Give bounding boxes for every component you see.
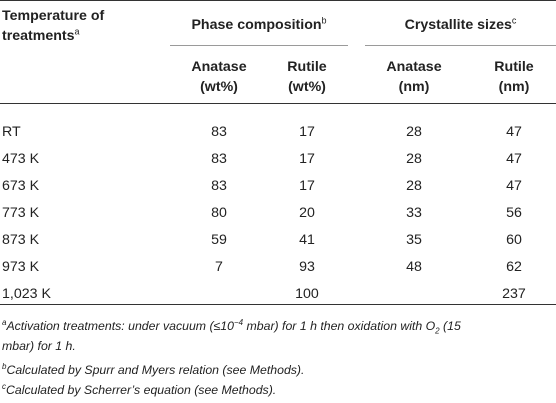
cell-rutile-wt: 20 (299, 205, 315, 221)
footnote-marker-a: a (74, 26, 80, 37)
cell-rutile-wt: 17 (299, 124, 315, 140)
footnote-c-text: Calculated by Scherrer’s equation (see M… (6, 383, 277, 397)
header-temperature-line1: Temperature of (2, 8, 105, 24)
row-temperature: 673 K (2, 178, 40, 194)
footnote-a-text2: mbar) for 1 h then oxidation with O (243, 319, 436, 333)
footnote-a: aActivation treatments: under vacuum (≤1… (2, 318, 461, 335)
header-anatase-nm-line1: Anatase (386, 59, 442, 75)
row-temperature: 1,023 K (2, 286, 51, 302)
header-phase-composition: Phase compositionb (170, 15, 348, 35)
header-anatase-nm-line2: (nm) (398, 79, 430, 95)
cell-anatase-nm: 28 (406, 151, 422, 167)
header-rutile-nm: Rutile (nm) (478, 57, 550, 97)
header-rutile-wt-line2: (wt%) (288, 79, 326, 95)
footnote-a-text3: (15 (439, 319, 461, 333)
cell-rutile-nm: 237 (502, 286, 526, 302)
size-group-rule (365, 45, 556, 46)
cell-anatase-wt: 83 (211, 178, 227, 194)
cell-anatase-nm: 28 (406, 124, 422, 140)
cell-rutile-nm: 62 (506, 259, 522, 275)
footnote-a-continued: mbar) for 1 h. (2, 339, 76, 353)
cell-anatase-wt: 83 (211, 151, 227, 167)
footnote-a-text1: Activation treatments: under vacuum (≤10 (6, 319, 234, 333)
cell-rutile-wt: 17 (299, 151, 315, 167)
cell-rutile-nm: 56 (506, 205, 522, 221)
cell-rutile-nm: 47 (506, 178, 522, 194)
footnote-a-mark: a (2, 317, 7, 327)
cell-anatase-wt: 80 (211, 205, 227, 221)
row-temperature: 473 K (2, 151, 40, 167)
header-bottom-rule (0, 103, 556, 104)
header-anatase-nm: Anatase (nm) (375, 57, 453, 97)
footnote-a-subscript: 2 (435, 326, 440, 336)
header-rutile-wt-line1: Rutile (287, 59, 327, 75)
row-temperature: RT (2, 124, 21, 140)
footnote-b: bCalculated by Spurr and Myers relation … (2, 362, 304, 379)
header-crystallite-sizes: Crystallite sizesc (365, 15, 556, 35)
cell-anatase-nm: 48 (406, 259, 422, 275)
table-top-rule (0, 0, 556, 1)
cell-anatase-wt: 59 (211, 232, 227, 248)
header-anatase-wt-line2: (wt%) (200, 79, 238, 95)
table-bottom-rule (0, 304, 556, 305)
cell-anatase-nm: 33 (406, 205, 422, 221)
footnote-marker-c: c (511, 15, 517, 26)
header-rutile-wt: Rutile (wt%) (271, 57, 343, 97)
cell-rutile-nm: 60 (506, 232, 522, 248)
row-temperature: 873 K (2, 232, 40, 248)
row-temperature: 973 K (2, 259, 40, 275)
cell-rutile-nm: 47 (506, 151, 522, 167)
footnote-marker-b: b (321, 15, 327, 26)
footnote-c: cCalculated by Scherrer’s equation (see … (2, 382, 276, 399)
header-temperature-line2: treatments (2, 28, 75, 44)
cell-rutile-nm: 47 (506, 124, 522, 140)
cell-anatase-nm: 35 (406, 232, 422, 248)
header-anatase-wt: Anatase (wt%) (180, 57, 258, 97)
cell-rutile-wt: 93 (299, 259, 315, 275)
cell-rutile-wt: 41 (299, 232, 315, 248)
header-temperature: Temperature of treatmentsa (2, 6, 104, 46)
footnote-b-text: Calculated by Spurr and Myers relation (… (6, 363, 305, 377)
cell-anatase-nm: 28 (406, 178, 422, 194)
header-phase-composition-text: Phase composition (191, 17, 322, 33)
footnote-c-mark: c (2, 381, 6, 391)
cell-anatase-wt: 7 (215, 259, 223, 275)
footnote-a-exponent: −4 (233, 317, 244, 327)
cell-rutile-wt: 17 (299, 178, 315, 194)
footnote-b-mark: b (2, 361, 7, 371)
header-anatase-wt-line1: Anatase (191, 59, 247, 75)
row-temperature: 773 K (2, 205, 40, 221)
header-crystallite-sizes-text: Crystallite sizes (404, 17, 512, 33)
header-rutile-nm-line1: Rutile (494, 59, 534, 75)
cell-anatase-wt: 83 (211, 124, 227, 140)
cell-rutile-wt: 100 (295, 286, 319, 302)
phase-group-rule (170, 45, 348, 46)
header-rutile-nm-line2: (nm) (498, 79, 530, 95)
